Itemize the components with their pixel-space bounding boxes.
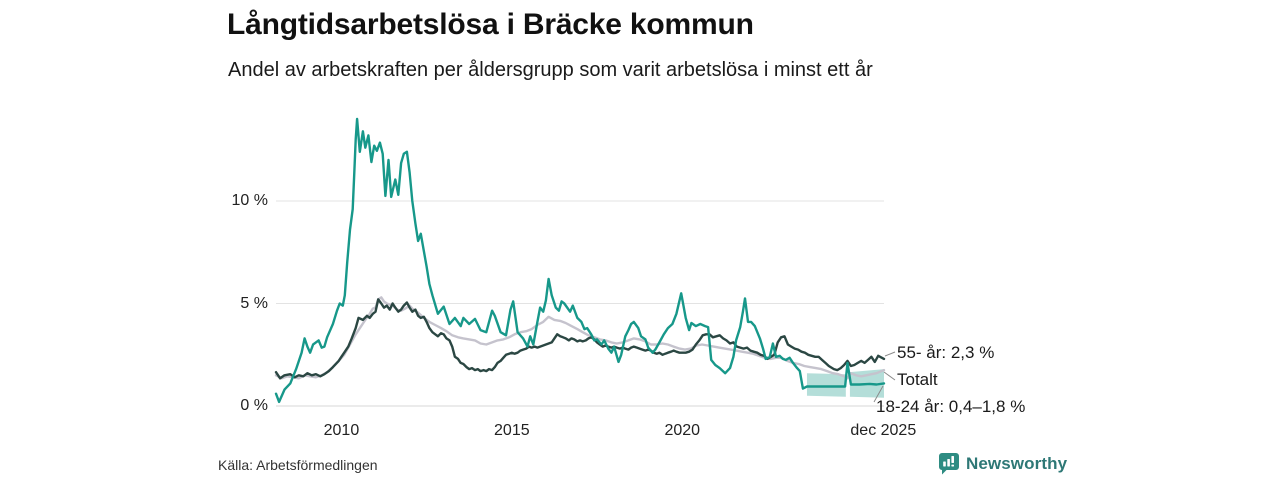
annotation-18-24-leader bbox=[873, 385, 884, 403]
newsworthy-brand-text: Newsworthy bbox=[966, 453, 1068, 473]
newsworthy-logo-icon bbox=[939, 453, 959, 475]
y-axis-tick-5pct: 5 % bbox=[240, 294, 268, 312]
line-18-24 bbox=[274, 117, 886, 404]
newsworthy-brand: Newsworthy bbox=[938, 452, 1067, 475]
line-55-plus bbox=[274, 298, 886, 380]
y-axis-tick-10pct: 10 % bbox=[231, 192, 268, 209]
line-totalt bbox=[274, 296, 886, 380]
x-axis-tick-2015: 2015 bbox=[494, 422, 530, 439]
page-subtitle: Andel av arbetskraften per åldersgrupp s… bbox=[228, 59, 873, 81]
y-axis-tick-0pct: 0 % bbox=[240, 397, 268, 414]
x-axis-tick-dec-2025: dec 2025 bbox=[850, 422, 917, 439]
source-note: Källa: Arbetsförmedlingen bbox=[218, 457, 378, 473]
annotation-18-24: 18-24 år: 0,4–1,8 % bbox=[876, 397, 1026, 416]
annotation-totalt-leader bbox=[883, 371, 896, 381]
annotation-55-plus: 55- år: 2,3 % bbox=[897, 343, 995, 362]
x-axis-tick-2010: 2010 bbox=[323, 422, 360, 439]
x-axis-tick-2020: 2020 bbox=[664, 422, 701, 439]
uncertainty-band-segment-1 bbox=[806, 373, 846, 397]
annotation-totalt: Totalt bbox=[897, 370, 938, 389]
annotation-55-plus-leader bbox=[884, 351, 896, 357]
page-title: Långtidsarbetslösa i Bräcke kommun bbox=[227, 8, 754, 41]
